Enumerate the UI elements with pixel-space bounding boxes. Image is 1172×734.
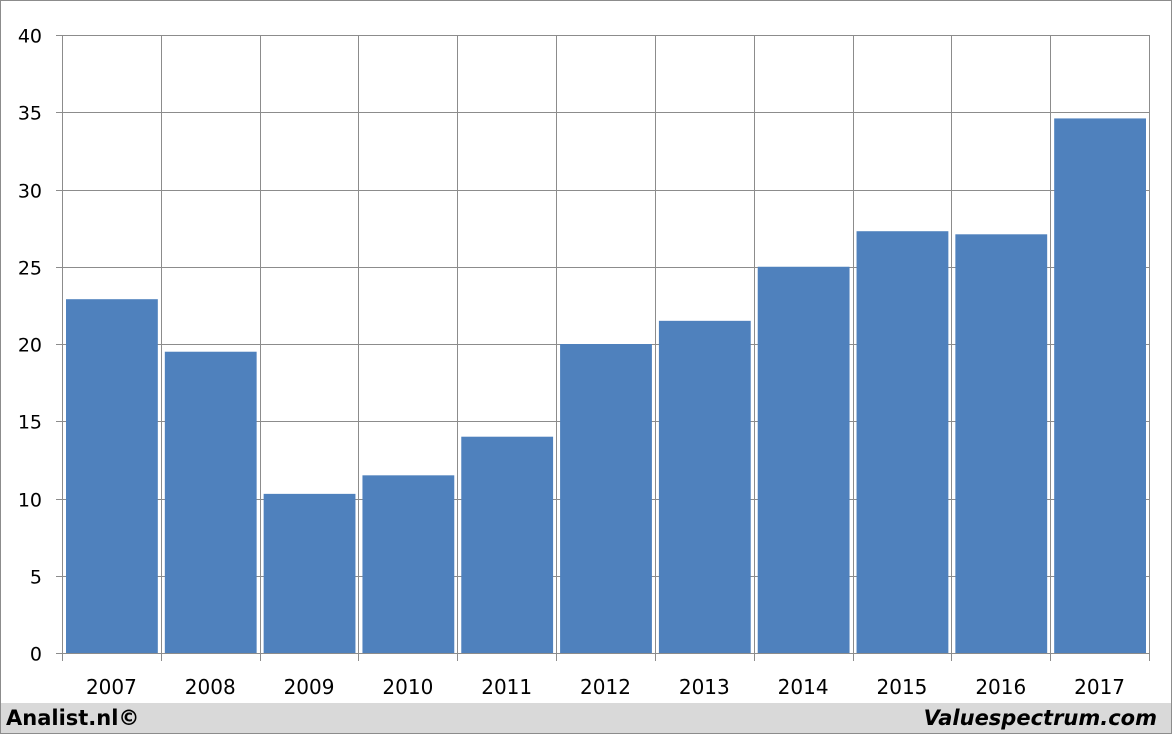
footer-bar: Analist.nl© Valuespectrum.com: [1, 703, 1171, 733]
bar-2017: [1054, 118, 1146, 654]
bar-2010: [362, 475, 455, 653]
bars: [66, 118, 1146, 654]
bar-2013: [658, 320, 751, 653]
x-tick-label: 2007: [86, 675, 137, 699]
y-tick-labels: 0 5 10 15 20 25 30 35 40: [18, 26, 42, 666]
bar-2016: [955, 234, 1048, 653]
y-tick-label: 0: [30, 644, 42, 666]
x-tick-label: 2010: [382, 675, 433, 699]
axes: [56, 35, 1149, 654]
vertical-gridlines: [62, 35, 1150, 661]
y-tick-label: 40: [18, 26, 42, 48]
bar-2012: [560, 344, 652, 653]
bar-chart: 0 5 10 15 20 25 30 35 40 2007 2008 2009 2010 2011 201…: [18, 26, 1150, 699]
bar-2009: [263, 493, 356, 653]
site-credit: Valuespectrum.com: [923, 706, 1157, 730]
y-tick-label: 15: [18, 412, 42, 434]
x-tick-label: 2015: [877, 675, 928, 699]
x-tick-label: 2009: [284, 675, 335, 699]
y-tick-label: 5: [30, 567, 42, 589]
y-tick-label: 30: [18, 181, 42, 203]
x-tick-label: 2016: [975, 675, 1026, 699]
y-tick-label: 35: [18, 103, 42, 125]
source-credit: Analist.nl©: [6, 706, 140, 730]
x-tick-label: 2011: [481, 675, 532, 699]
x-tick-label: 2013: [679, 675, 730, 699]
bar-2015: [856, 231, 949, 653]
bar-2011: [461, 436, 554, 653]
y-tick-label: 25: [18, 258, 42, 280]
y-tick-label: 20: [18, 335, 42, 357]
y-tick-label: 10: [18, 490, 42, 512]
bar-2007: [66, 299, 158, 653]
x-tick-labels: 2007 2008 2009 2010 2011 2012 2013 2014 2015 2016…: [86, 675, 1125, 699]
x-tick-label: 2017: [1074, 675, 1125, 699]
x-tick-label: 2012: [580, 675, 631, 699]
x-tick-label: 2014: [778, 675, 829, 699]
bar-2014: [757, 266, 850, 653]
bar-2008: [164, 351, 257, 653]
x-tick-label: 2008: [185, 675, 236, 699]
